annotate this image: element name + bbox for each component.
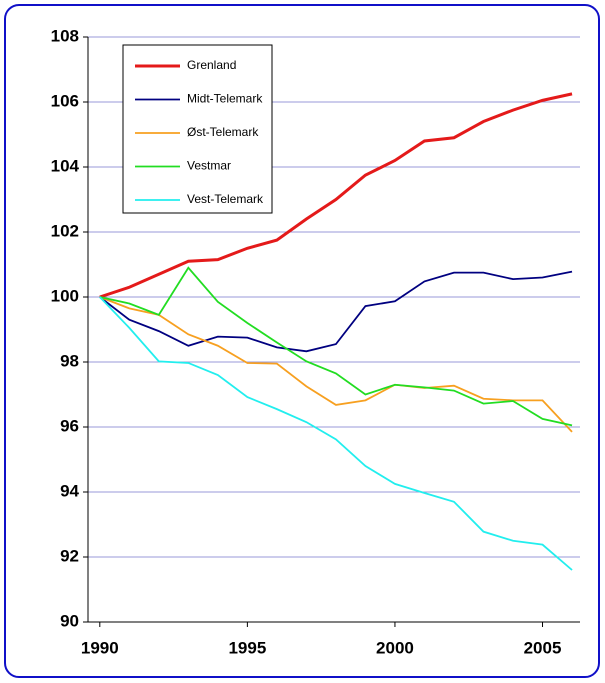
y-tick-label: 102 (51, 221, 79, 240)
legend-label: Vestmar (187, 159, 231, 173)
y-tick-label: 104 (51, 156, 80, 175)
series-line (99, 92, 573, 299)
x-tick-label: 2000 (376, 638, 414, 657)
y-tick-label: 90 (60, 611, 79, 630)
x-tick-label: 2005 (524, 638, 562, 657)
y-tick-label: 94 (60, 481, 79, 500)
x-tick-label: 1990 (81, 638, 119, 657)
legend-label: Midt-Telemark (187, 92, 263, 106)
legend (122, 44, 273, 214)
y-tick-label: 100 (51, 286, 79, 305)
series-line (99, 266, 573, 427)
y-tick-label: 108 (51, 26, 79, 45)
legend-label: Øst-Telemark (187, 125, 259, 139)
y-tick-label: 96 (60, 416, 79, 435)
series-line (99, 296, 573, 433)
x-tick-label: 1995 (228, 638, 266, 657)
legend-label: Grenland (187, 58, 236, 72)
series-line (99, 296, 573, 571)
y-tick-label: 106 (51, 91, 79, 110)
legend-label: Vest-Telemark (187, 192, 264, 206)
y-tick-label: 92 (60, 546, 79, 565)
series-line (99, 270, 573, 353)
y-tick-label: 98 (60, 351, 79, 370)
